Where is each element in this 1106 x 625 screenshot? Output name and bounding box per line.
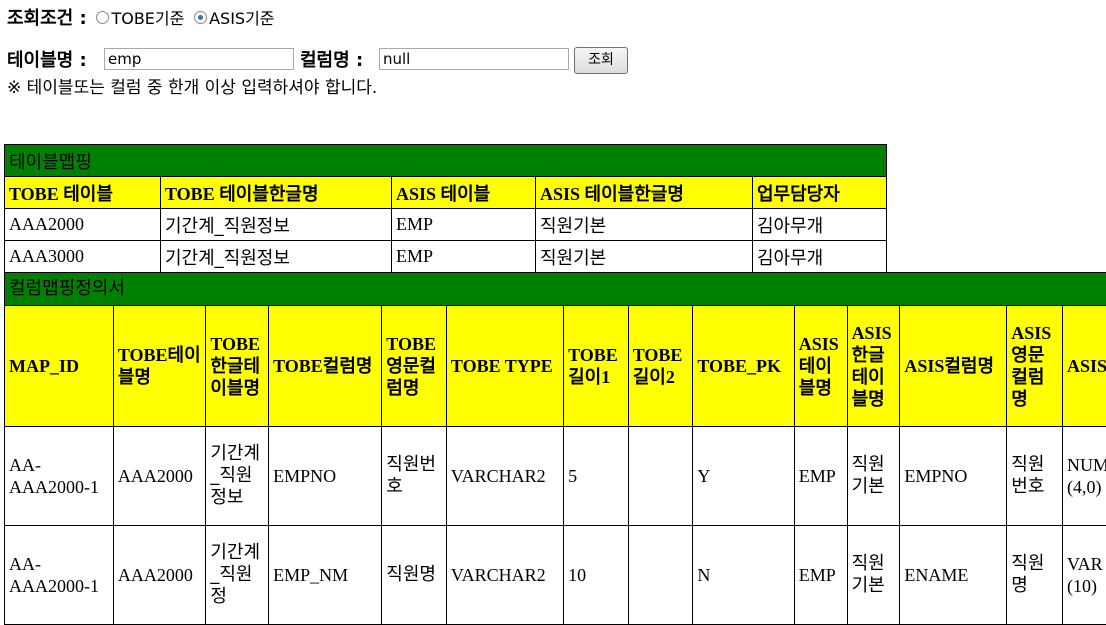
radio-tobe[interactable]	[96, 11, 109, 24]
table-row: AAA3000 기간계_직원정보 EMP 직원기본 김아무개	[5, 241, 887, 273]
cell: EMPNO	[269, 427, 382, 526]
cell: N	[693, 526, 794, 625]
table-name-label-wrap: 테이블명 :	[7, 46, 87, 72]
cell: EMPNO	[900, 427, 1007, 526]
header-cell: 업무담당자	[753, 177, 887, 209]
cell: AAA2000	[113, 526, 205, 625]
column-mapping: 컬럼맵핑정의서 MAP_ID TOBE테이블명 TOBE 한글테이블명 TOBE…	[4, 272, 1106, 625]
header-cell: ASIS 영문컬럼명	[1007, 306, 1063, 427]
search-condition-label: 조회조건 :	[7, 8, 87, 29]
header-cell: TOBE 길이2	[628, 306, 693, 427]
cell: AAA2000	[113, 427, 205, 526]
header-cell: ASIS 테이블명	[794, 306, 847, 427]
cell: 직원기본	[536, 209, 753, 241]
header-cell: TOBE TYPE	[446, 306, 563, 427]
column-name-label-wrap: 컬럼명 :	[300, 46, 363, 72]
cell: 직원번호	[1007, 427, 1063, 526]
cell: 직원기본	[536, 241, 753, 273]
table-row: AA-AAA2000-1 AAA2000 기간계_직원정 EMP_NM 직원명 …	[5, 526, 1106, 625]
table-row: AAA2000 기간계_직원정보 EMP 직원기본 김아무개	[5, 209, 887, 241]
cell: 기간계_직원정보	[161, 209, 392, 241]
header-cell: ASIS 한글테이블명	[847, 306, 900, 427]
header-cell: TOBE_PK	[693, 306, 794, 427]
header-cell: TOBE 한글테이블명	[206, 306, 269, 427]
header-cell: TOBE 테이블	[5, 177, 161, 209]
cell: 직원명	[382, 526, 447, 625]
header-cell: TOBE컬럼명	[269, 306, 382, 427]
cell	[628, 427, 693, 526]
notice-text: ※ 테이블또는 컬럼 중 한개 이상 입력하셔야 합니다.	[7, 73, 377, 98]
cell: 10	[564, 526, 629, 625]
radio-asis-label[interactable]: ASIS기준	[209, 9, 274, 28]
table-name-input[interactable]: emp	[104, 48, 294, 70]
cell: VAR (10)	[1062, 526, 1106, 625]
cell	[628, 526, 693, 625]
cell: 직원번호	[382, 427, 447, 526]
cell: 김아무개	[753, 241, 887, 273]
header-cell: TOBE 영문컬럼명	[382, 306, 447, 427]
header-cell: TOBE테이블명	[113, 306, 205, 427]
cell: NUM (4,0)	[1062, 427, 1106, 526]
cell: 직원기본	[847, 526, 900, 625]
cell: AA-AAA2000-1	[5, 526, 114, 625]
table-mapping: 테이블맵핑 TOBE 테이블 TOBE 테이블한글명 ASIS 테이블 ASIS…	[4, 144, 887, 273]
cell: 5	[564, 427, 629, 526]
cell: EMP	[392, 209, 536, 241]
cell: 김아무개	[753, 209, 887, 241]
table-mapping-caption: 테이블맵핑	[5, 145, 887, 177]
column-name-label: 컬럼명 :	[300, 50, 363, 71]
cell: EMP	[794, 526, 847, 625]
header-cell: ASIS 테이블한글명	[536, 177, 753, 209]
cell: VARCHAR2	[446, 427, 563, 526]
cell: EMP_NM	[269, 526, 382, 625]
cell: AAA2000	[5, 209, 161, 241]
header-cell: TOBE 길이1	[564, 306, 629, 427]
cell: EMP	[794, 427, 847, 526]
table-name-label: 테이블명 :	[7, 50, 87, 71]
cell: 기간계_직원정보	[206, 427, 269, 526]
cell: AA-AAA2000-1	[5, 427, 114, 526]
search-condition-row: 조회조건 : TOBE기준 ASIS기준	[7, 4, 275, 30]
table-row: AA-AAA2000-1 AAA2000 기간계_직원정보 EMPNO 직원번호…	[5, 427, 1106, 526]
search-button[interactable]: 조회	[574, 47, 628, 74]
header-cell: TOBE 테이블한글명	[161, 177, 392, 209]
radio-asis[interactable]	[194, 11, 207, 24]
column-mapping-caption: 컬럼맵핑정의서	[5, 273, 1106, 306]
cell: 직원명	[1007, 526, 1063, 625]
cell: 직원기본	[847, 427, 900, 526]
header-cell: ASIS컬럼명	[900, 306, 1007, 427]
cell: ENAME	[900, 526, 1007, 625]
cell: EMP	[392, 241, 536, 273]
cell: VARCHAR2	[446, 526, 563, 625]
cell: AAA3000	[5, 241, 161, 273]
cell: 기간계_직원정보	[161, 241, 392, 273]
column-name-input[interactable]: null	[379, 48, 569, 70]
radio-tobe-label[interactable]: TOBE기준	[111, 9, 184, 28]
cell: Y	[693, 427, 794, 526]
cell: 기간계_직원정	[206, 526, 269, 625]
header-cell: MAP_ID	[5, 306, 114, 427]
header-cell: ASIS	[1062, 306, 1106, 427]
header-cell: ASIS 테이블	[392, 177, 536, 209]
